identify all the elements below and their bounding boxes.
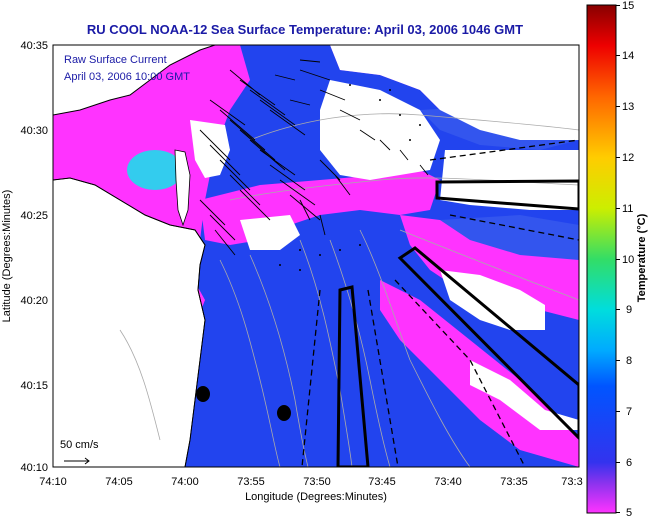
x-tick-label: 73:55 bbox=[237, 476, 265, 488]
y-tick-label: 40:20 bbox=[20, 295, 48, 307]
y-tick-label: 40:25 bbox=[20, 210, 48, 222]
x-tick-label: 74:10 bbox=[39, 476, 67, 488]
figure-title: RU COOL NOAA-12 Sea Surface Temperature:… bbox=[87, 22, 523, 37]
colorbar-ticks bbox=[616, 5, 620, 513]
map-panel bbox=[53, 45, 579, 467]
x-tick-label: 74:00 bbox=[171, 476, 199, 488]
colorbar-label: Temperature (°C) bbox=[636, 213, 648, 302]
current-legend-line2: April 03, 2006 10:00 GMT bbox=[64, 71, 190, 83]
station-marker bbox=[277, 405, 291, 421]
colorbar-tick-label: 7 bbox=[626, 406, 632, 418]
x-tick-label: 73:50 bbox=[303, 476, 331, 488]
y-tick-label: 40:15 bbox=[20, 380, 48, 392]
station-marker bbox=[196, 386, 210, 402]
map-frame bbox=[52, 44, 580, 468]
x-tick-label: 73:3 bbox=[561, 476, 582, 488]
colorbar-tick-label: 12 bbox=[622, 152, 634, 164]
colorbar-tick-label: 9 bbox=[626, 304, 632, 316]
x-axis-label: Longitude (Degrees:Minutes) bbox=[245, 491, 387, 503]
colorbar-tick-label: 8 bbox=[626, 355, 632, 367]
x-tick-label: 73:40 bbox=[434, 476, 462, 488]
colorbar-tick-label: 15 bbox=[622, 0, 634, 12]
x-axis: 74:10 74:05 74:00 73:55 73:50 73:45 73:4… bbox=[39, 476, 582, 488]
colorbar-tick-label: 11 bbox=[622, 203, 633, 215]
y-axis: 40:35 40:30 40:25 40:20 40:15 40:10 bbox=[20, 40, 48, 474]
x-tick-label: 73:45 bbox=[368, 476, 396, 488]
y-axis-label: Latitude (Degrees:Minutes) bbox=[1, 190, 13, 323]
colorbar-tick-label: 10 bbox=[622, 254, 634, 266]
dashed-boundaries bbox=[301, 139, 579, 467]
colorbar: 15 14 13 12 11 10 9 8 7 6 5 Temperature … bbox=[586, 0, 648, 519]
current-legend-line1: Raw Surface Current bbox=[64, 54, 167, 66]
colorbar-tick-label: 13 bbox=[622, 101, 634, 113]
colorbar-tick-label: 6 bbox=[626, 457, 632, 469]
shipping-channels bbox=[336, 179, 579, 467]
colorbar-tick-label: 5 bbox=[626, 507, 632, 519]
y-tick-label: 40:10 bbox=[20, 462, 48, 474]
colorbar-gradient bbox=[586, 4, 617, 514]
current-vector-dots bbox=[279, 84, 421, 271]
scale-arrow bbox=[64, 457, 90, 465]
scale-label: 50 cm/s bbox=[60, 439, 99, 451]
warm-cyan-patch bbox=[127, 150, 183, 190]
y-tick-label: 40:30 bbox=[20, 125, 48, 137]
colorbar-tick-label: 14 bbox=[622, 50, 634, 62]
x-tick-label: 73:35 bbox=[500, 476, 528, 488]
y-tick-label: 40:35 bbox=[20, 40, 48, 52]
current-vectors bbox=[199, 59, 429, 256]
coastline-north bbox=[53, 45, 216, 116]
coastline bbox=[53, 177, 206, 467]
x-tick-label: 74:05 bbox=[105, 476, 133, 488]
